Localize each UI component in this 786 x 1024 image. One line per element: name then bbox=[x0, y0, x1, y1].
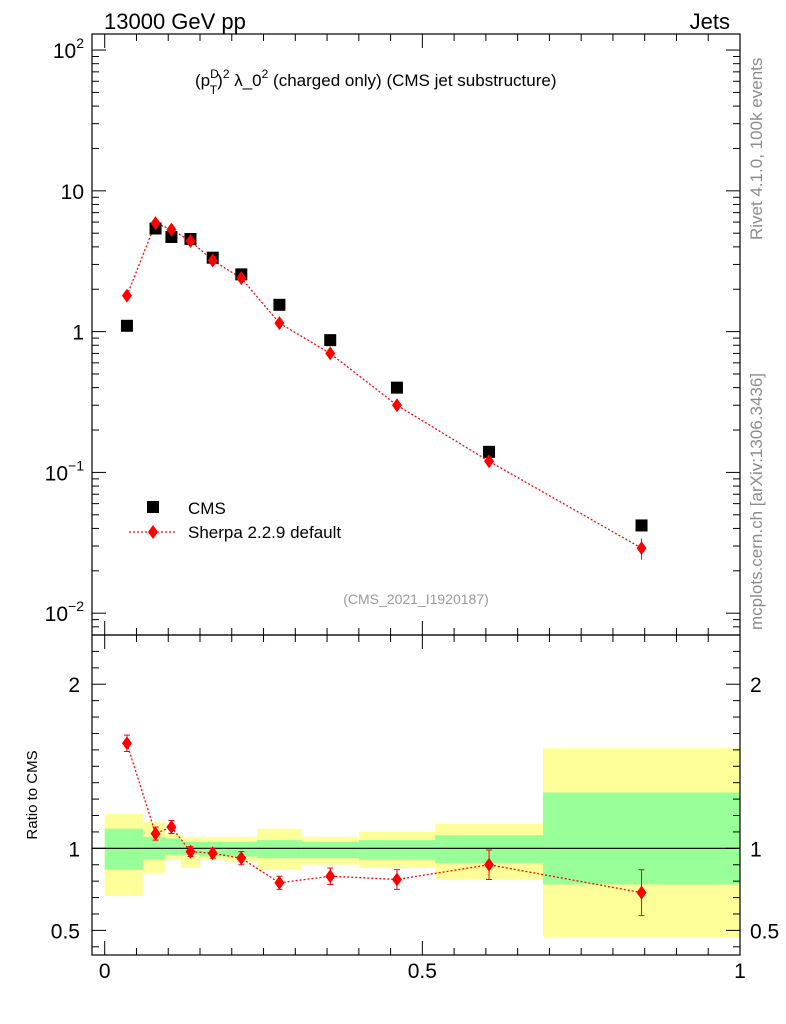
ratio-sherpa-point bbox=[185, 844, 196, 859]
header-collision-label: 13000 GeV pp bbox=[104, 9, 246, 34]
legend-sherpa-label: Sherpa 2.2.9 default bbox=[188, 523, 341, 542]
sherpa-point bbox=[274, 316, 285, 331]
cms-point bbox=[390, 381, 403, 394]
mcplots-reference-label: mcplots.cern.ch [arXiv:1306.3436] bbox=[747, 373, 766, 630]
title-p: (p bbox=[195, 71, 210, 90]
ratio-sherpa-point bbox=[484, 857, 495, 872]
ratio-frame bbox=[91, 634, 741, 956]
ratio-stat-band bbox=[257, 840, 302, 859]
plot-title: (pD T)2 λ_02 (charged only) (CMS jet subs… bbox=[195, 67, 556, 97]
ratio-stat-band bbox=[358, 840, 436, 860]
ratio-sherpa-point bbox=[325, 869, 336, 884]
sherpa-point bbox=[236, 271, 247, 286]
ratio-ytick-label: 0.5 bbox=[51, 920, 80, 943]
ratio-sherpa-point bbox=[391, 872, 402, 887]
title-sup-2: 2 bbox=[223, 67, 230, 81]
header-category-label: Jets bbox=[690, 9, 730, 34]
cms-point bbox=[324, 334, 337, 347]
cms-point bbox=[120, 319, 133, 332]
ratio-ytick-label: 2 bbox=[68, 674, 80, 697]
ratio-ytick-label: 1 bbox=[68, 838, 80, 861]
ratio-stat-band bbox=[104, 828, 143, 870]
main-ytick-label: 10−2 bbox=[45, 598, 85, 626]
ratio-sherpa-point bbox=[121, 736, 132, 751]
ratio-panel: 2 21 10.5 0.50 0.5 1 Ratio to CMS bbox=[24, 634, 779, 983]
cms-point bbox=[273, 298, 286, 311]
main-ytick-label: 1 bbox=[72, 322, 84, 345]
main-ytick-label: 102 bbox=[53, 35, 84, 63]
ratio-sherpa-point bbox=[274, 875, 285, 890]
sherpa-point bbox=[636, 541, 647, 556]
sherpa-point bbox=[185, 234, 196, 249]
ratio-stat-band bbox=[543, 792, 740, 885]
legend: CMS Sherpa 2.2.9 default bbox=[129, 499, 341, 542]
ratio-stat-band bbox=[165, 838, 181, 855]
ratio-ytick-label-right: 1 bbox=[750, 838, 762, 861]
cms-point bbox=[483, 445, 496, 458]
rivet-version-label: Rivet 4.1.0, 100k events bbox=[747, 58, 766, 240]
ratio-sherpa-point bbox=[166, 820, 177, 834]
main-ytick-label: 10 bbox=[61, 181, 84, 204]
ratio-stat-band bbox=[225, 841, 258, 857]
title-close: ) bbox=[217, 71, 223, 90]
sherpa-point bbox=[207, 253, 218, 268]
ratio-ytick-label-right: 0.5 bbox=[750, 920, 779, 943]
legend-cms-label: CMS bbox=[188, 499, 226, 518]
sherpa-point bbox=[484, 454, 495, 469]
sherpa-point bbox=[121, 288, 132, 303]
sherpa-point bbox=[166, 222, 177, 237]
ratio-ylabel: Ratio to CMS bbox=[24, 750, 41, 839]
title-sub-t: T bbox=[210, 83, 218, 97]
ratio-sherpa-point bbox=[207, 846, 218, 861]
ratio-sherpa-point bbox=[636, 885, 647, 900]
ratio-ytick-label-right: 2 bbox=[750, 674, 762, 697]
ratio-sherpa-point bbox=[150, 826, 161, 841]
title-sup-d: D bbox=[210, 67, 219, 81]
sherpa-point bbox=[150, 216, 161, 231]
cms-point bbox=[635, 519, 648, 532]
ratio-stat-band bbox=[301, 841, 359, 859]
title-sup-2b: 2 bbox=[262, 67, 269, 81]
ratio-xtick-label: 0.5 bbox=[408, 960, 437, 983]
ratio-xtick-label: 1 bbox=[734, 960, 746, 983]
main-ytick-label: 10−1 bbox=[45, 457, 85, 485]
analysis-id-label: (CMS_2021_I1920187) bbox=[343, 591, 489, 607]
legend-sherpa-marker bbox=[148, 525, 158, 539]
ratio-sherpa-point bbox=[236, 851, 247, 866]
sherpa-point bbox=[391, 398, 402, 413]
ratio-sherpa-line bbox=[126, 743, 642, 894]
ratio-xtick-label: 0 bbox=[99, 960, 111, 983]
title-rest: (charged only) (CMS jet substructure) bbox=[268, 71, 556, 90]
cms-point bbox=[165, 230, 178, 243]
sherpa-point bbox=[325, 346, 336, 361]
title-lambda: λ_0 bbox=[230, 71, 262, 90]
legend-cms-marker bbox=[147, 501, 159, 513]
